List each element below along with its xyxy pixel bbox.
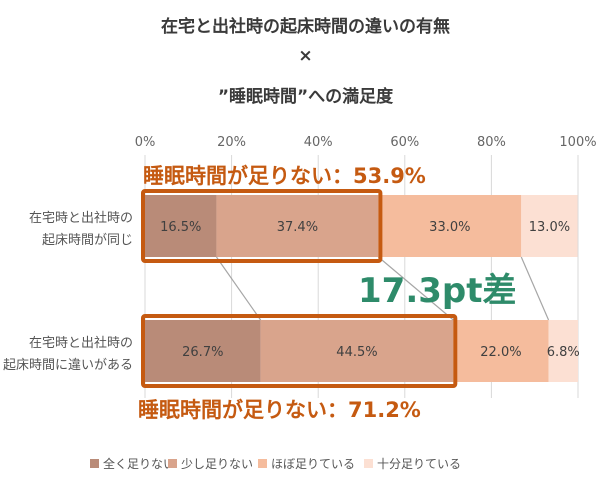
callout-top: 睡眠時間が足りない：53.9% (143, 164, 426, 188)
data-label: 33.0% (429, 220, 470, 235)
bar-segment (260, 320, 454, 382)
data-label: 26.7% (182, 345, 223, 360)
data-label: 22.0% (480, 345, 521, 360)
bar-segment (521, 195, 578, 257)
bar-segment (216, 195, 379, 257)
legend-swatch (258, 459, 267, 468)
chart-title-line-1: 在宅と出社時の起床時間の違いの有無 (161, 17, 450, 37)
difference-annotation: 17.3pt差 (358, 271, 516, 311)
bar-segment (453, 320, 549, 382)
data-label: 16.5% (160, 220, 201, 235)
callout-bottom: 睡眠時間が足りない：71.2% (138, 398, 421, 422)
legend-swatch (364, 459, 373, 468)
bar-segment (145, 195, 217, 257)
legend-label: 十分足りている (377, 457, 461, 471)
connector-line (378, 256, 454, 321)
category-label: 起床時間に違いがある (3, 358, 133, 373)
category-label: 起床時間が同じ (42, 233, 133, 248)
x-tick-label: 100% (559, 135, 596, 150)
connector-line (520, 256, 550, 321)
x-tick-label: 20% (217, 135, 246, 150)
data-label: 13.0% (529, 220, 570, 235)
category-label: 在宅時と出社時の (29, 335, 133, 351)
highlight-box (141, 314, 458, 388)
bar-segment (378, 195, 522, 257)
legend-swatch (90, 459, 99, 468)
chart-title-line-2: × (298, 46, 313, 66)
legend-label: 少し足りない (181, 457, 253, 471)
connector-line (215, 256, 262, 321)
x-tick-label: 40% (304, 135, 333, 150)
data-label: 6.8% (547, 345, 580, 360)
legend-label: ほぼ足りている (271, 457, 355, 471)
x-tick-label: 80% (477, 135, 506, 150)
data-label: 37.4% (277, 220, 318, 235)
chart-title-line-3: ”睡眠時間”への満足度 (217, 87, 394, 107)
bar-segment (145, 320, 261, 382)
category-label: 在宅時と出社時の (29, 210, 133, 226)
x-tick-label: 0% (135, 135, 156, 150)
data-label: 44.5% (336, 345, 377, 360)
bar-segment (548, 320, 578, 382)
legend-swatch (168, 459, 177, 468)
legend-label: 全く足りない (103, 456, 175, 471)
highlight-box (141, 189, 383, 263)
x-tick-label: 60% (390, 135, 419, 150)
